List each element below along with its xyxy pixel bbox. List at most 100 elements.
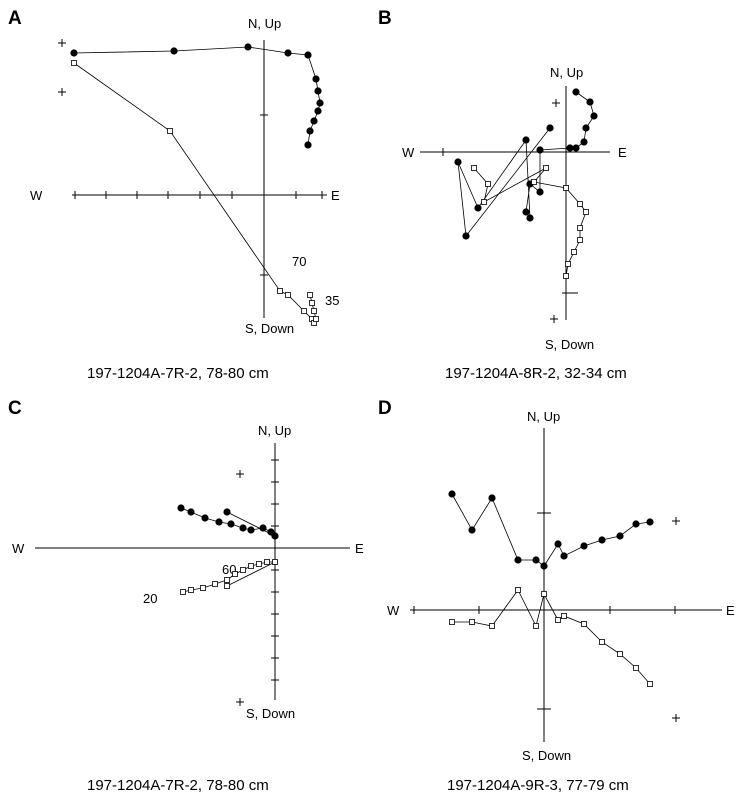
panel-b-vertical-point [577,225,583,231]
panel-a-south-label: S, Down [245,321,294,336]
panel-c-vertical-point [248,563,254,569]
panel-letter-b: B [378,8,392,29]
panel-d-crosses [672,517,680,722]
panel-d-horizontal-point [488,494,496,502]
panel-c-vertical-point [212,581,218,587]
panel-a-vertical-point [309,300,315,306]
panel-a-axes [72,40,327,318]
panel-b-vertical-point [471,165,477,171]
panel-d-horizontal-point [540,562,548,570]
panel-b-south-label: S, Down [545,337,594,352]
panel-d-horizontal-point [532,556,540,564]
panel-b-horizontal-point [582,124,590,132]
panel-c-horizontal-point [223,508,231,516]
panel-d-vertical-point [469,619,475,625]
panel-a-vertical-point [285,292,291,298]
panel-a-step-35: 35 [325,293,339,308]
panel-c-vertical-point [200,585,206,591]
panel-a-vertical-point [307,292,313,298]
panel-c-ticks [271,459,279,681]
panel-a-vertical-point [313,316,319,322]
panel-d-horizontal-point [646,518,654,526]
panel-a-crosses [58,39,66,96]
panel-d-vertical-point [489,623,495,629]
panel-c-horizontal-point [259,524,267,532]
panel-d-horizontal-point [580,542,588,550]
panel-b-horizontal-point [536,188,544,196]
panel-c-horizontal-point [247,526,255,534]
panel-d-plot [448,490,654,687]
panel-d-ticks [413,512,676,710]
panel-a-plot [70,43,324,326]
panel-a-step-70: 70 [292,254,306,269]
panel-b-horizontal-point [572,88,580,96]
panel-b-horizontal-point [526,214,534,222]
panel-a-horizontal-point [316,99,324,107]
panel-d-vertical-point [617,651,623,657]
panel-b-north-label: N, Up [550,65,583,80]
panel-c-west-label: W [12,541,25,556]
panel-b-vertical-point [577,237,583,243]
panel-d-west-label: W [387,603,400,618]
panel-d-axes [410,428,722,742]
panel-c-vertical-point [188,587,194,593]
panel-d-vertical-point [561,613,567,619]
panel-a-vertical-point [71,60,77,66]
panel-d-east-label: E [726,603,735,618]
panel-c-vertical-point [264,559,270,565]
panel-a-vertical-point [311,308,317,314]
panel-b-horizontal-point [546,124,554,132]
panel-b-axes [420,86,610,320]
panel-a-horizontal-point [312,75,320,83]
panel-b-plot [454,88,598,279]
panel-b-vertical-point [563,185,569,191]
panel-c-caption: 197-1204A-7R-2, 78-80 cm [87,777,269,794]
panel-b-horizontal-point [590,112,598,120]
panel-c-north-label: N, Up [258,423,291,438]
panel-a-horizontal-point [314,87,322,95]
panel-b-vertical-point [543,165,549,171]
panel-d-vertical-point [541,591,547,597]
panel-c-step-20: 20 [143,591,157,606]
panel-b-vertical-point [583,209,589,215]
panel-a-series-2-line [73,62,317,324]
panel-b-vertical-point [481,199,487,205]
panel-b-ticks [442,148,578,294]
panel-b-horizontal-point [572,144,580,152]
panel-b-horizontal-point [580,138,588,146]
panel-d-horizontal-point [598,536,606,544]
panel-c-vertical-point [272,559,278,565]
panel-b-horizontal-point [566,144,574,152]
panel-c-east-label: E [355,541,364,556]
panel-c-horizontal-point [201,514,209,522]
panel-c-crosses [236,470,244,706]
panel-letter-d: D [378,398,392,419]
panel-c-vertical-point [232,571,238,577]
panel-d-vertical-point [647,681,653,687]
panel-a-horizontal-point [304,51,312,59]
panel-b-vertical-point [565,261,571,267]
panel-d-vertical-point [533,623,539,629]
panel-d-vertical-point [633,665,639,671]
panel-b-east-label: E [618,145,627,160]
panel-d-horizontal-point [514,556,522,564]
panel-c-vertical-point [240,567,246,573]
panel-a-horizontal-point [306,127,314,135]
panel-c-south-label: S, Down [246,706,295,721]
panel-d-vertical-point [449,619,455,625]
panel-d-vertical-point [515,587,521,593]
panel-c-axes [35,443,350,700]
panel-a-east-label: E [331,188,340,203]
panel-c-plot [177,504,279,595]
panel-b-vertical-point [485,181,491,187]
panel-c-horizontal-point [187,508,195,516]
panel-c-horizontal-point [239,524,247,532]
panel-b-crosses [550,99,560,323]
panel-a-horizontal-point [70,49,78,57]
panel-d-horizontal-point [468,526,476,534]
panel-d-vertical-point [581,621,587,627]
panel-a-series-1-line [73,46,321,146]
panel-b-vertical-point [531,179,537,185]
panel-d-horizontal-point [554,540,562,548]
